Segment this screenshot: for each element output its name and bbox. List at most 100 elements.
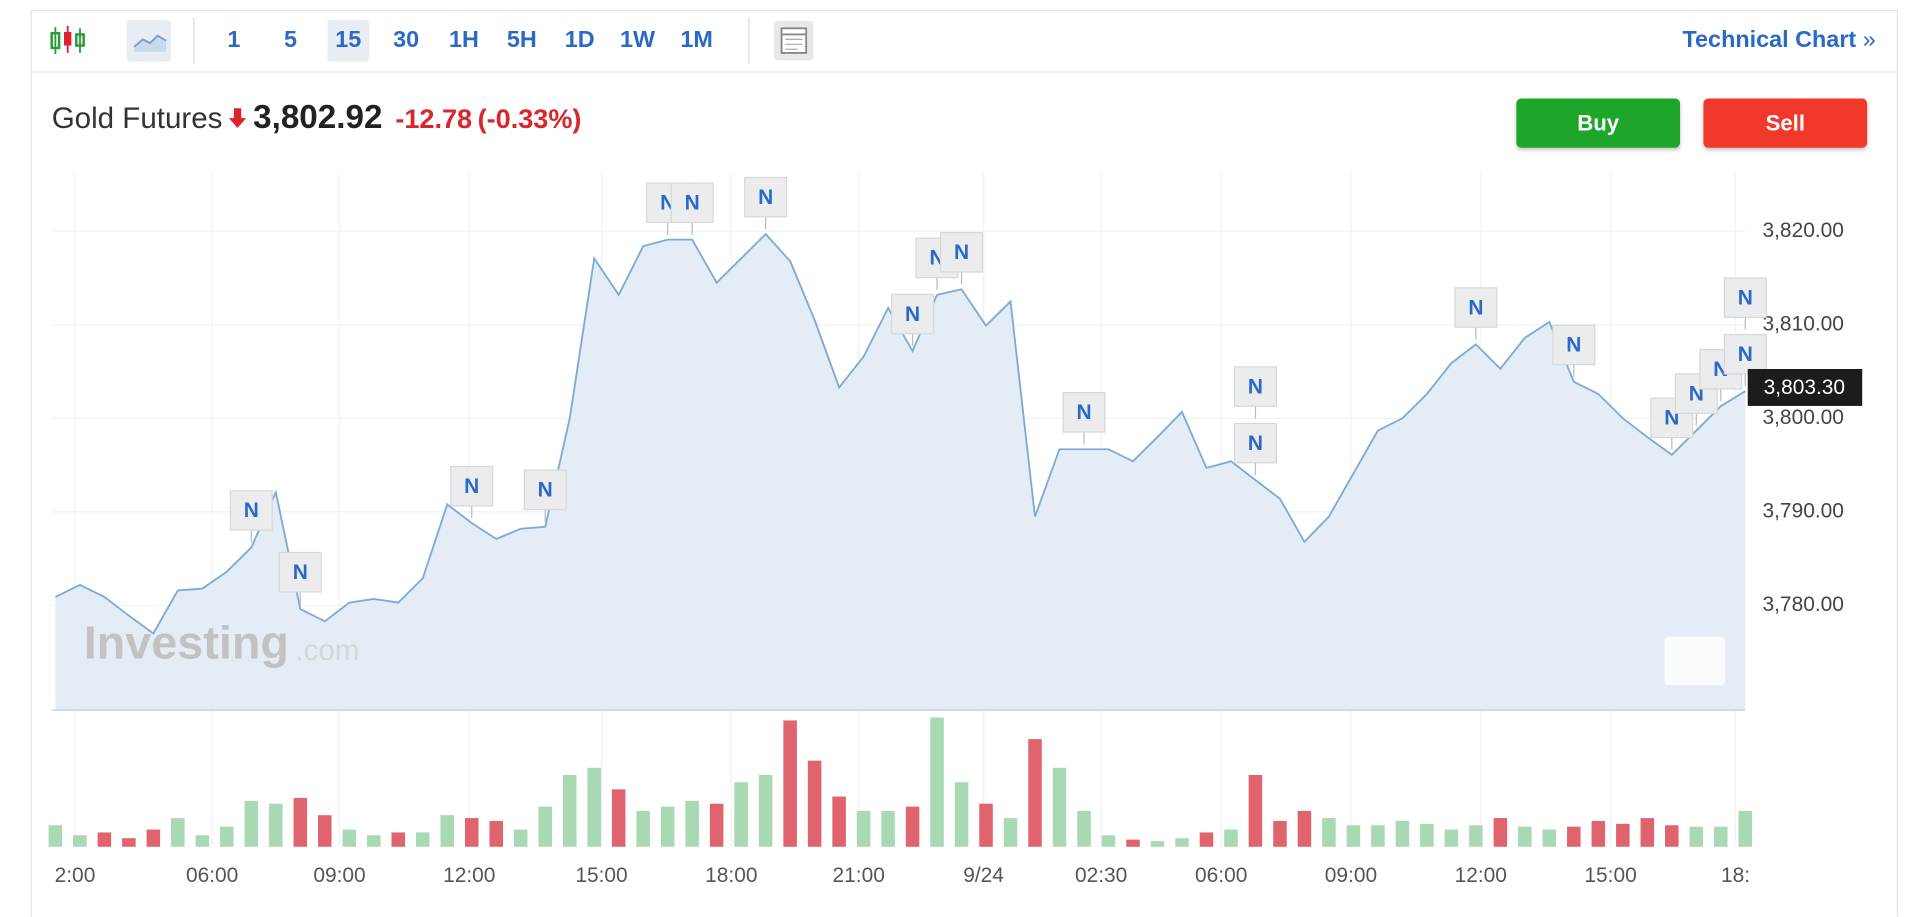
volume-bar bbox=[1003, 818, 1018, 847]
volume-bar bbox=[342, 829, 357, 847]
watermark: Investing bbox=[84, 617, 289, 669]
news-label: N bbox=[1566, 334, 1581, 357]
news-box bbox=[1233, 366, 1277, 407]
news-marker[interactable]: N bbox=[670, 182, 714, 235]
volume-bar bbox=[611, 789, 626, 847]
period-button[interactable]: 1 bbox=[227, 27, 241, 53]
news-marker[interactable]: N bbox=[1723, 333, 1767, 387]
period-button[interactable]: 30 bbox=[393, 27, 420, 53]
news-marker[interactable]: N bbox=[1723, 277, 1767, 330]
news-box bbox=[1233, 422, 1277, 464]
volume-bar bbox=[734, 782, 748, 847]
news-label: N bbox=[905, 303, 920, 326]
period-button[interactable]: 1M bbox=[680, 27, 713, 53]
x-tick-label: 09:00 bbox=[313, 864, 365, 887]
volume-bar bbox=[979, 803, 993, 847]
price-tag: 3,803.30 bbox=[1764, 376, 1845, 399]
news-marker[interactable]: N bbox=[450, 465, 494, 519]
news-marker[interactable]: N bbox=[278, 551, 322, 605]
volume-bar bbox=[1077, 810, 1091, 847]
link-arrow[interactable]: » bbox=[1862, 27, 1876, 53]
period-button[interactable]: 5 bbox=[283, 27, 297, 53]
news-marker[interactable]: N bbox=[1233, 422, 1277, 476]
period-button[interactable]: 15 bbox=[327, 19, 370, 62]
x-tick-label: 18:00 bbox=[705, 864, 757, 887]
volume-bar bbox=[1493, 818, 1508, 847]
period-button[interactable]: 1H bbox=[449, 27, 479, 53]
volume-bar bbox=[415, 832, 430, 847]
y-tick-label: 3,820.00 bbox=[1763, 219, 1844, 242]
volume-bar bbox=[1542, 829, 1557, 847]
x-tick-label: 21:00 bbox=[833, 864, 885, 887]
volume-bar bbox=[807, 760, 822, 847]
period-button[interactable]: 5H bbox=[506, 27, 537, 53]
price-change: -12.78 bbox=[395, 103, 473, 135]
volume-bar bbox=[1714, 826, 1728, 847]
news-marker[interactable]: N bbox=[1233, 366, 1277, 419]
watermark-suffix: .com bbox=[295, 634, 359, 667]
volume-bar bbox=[1395, 820, 1410, 847]
volume-bar bbox=[636, 810, 650, 847]
volume-bar bbox=[783, 720, 797, 847]
separator bbox=[193, 17, 195, 65]
technical-chart-link[interactable]: Technical Chart » bbox=[1683, 20, 1876, 62]
volume-bar bbox=[146, 829, 161, 847]
news-box bbox=[1552, 324, 1596, 366]
volume-bar bbox=[881, 810, 895, 847]
instrument-name: Gold Futures bbox=[51, 102, 223, 136]
x-tick-label: 15:00 bbox=[1584, 864, 1636, 887]
volume-bar bbox=[832, 796, 846, 847]
news-box bbox=[1723, 277, 1767, 318]
volume-bar bbox=[930, 717, 944, 847]
news-label: N bbox=[1738, 286, 1753, 309]
news-marker[interactable]: N bbox=[523, 469, 567, 522]
volume-bar bbox=[856, 810, 871, 847]
sell-button[interactable]: Sell bbox=[1703, 98, 1868, 148]
area-icon[interactable] bbox=[133, 27, 167, 54]
news-box bbox=[1062, 391, 1106, 433]
news-label: N bbox=[1248, 375, 1263, 398]
news-marker[interactable]: N bbox=[1062, 391, 1106, 445]
reset-button[interactable] bbox=[1663, 635, 1727, 687]
news-box bbox=[744, 176, 788, 218]
volume-bar bbox=[1616, 823, 1630, 847]
buy-button[interactable]: Buy bbox=[1516, 98, 1681, 148]
volume-bar bbox=[538, 806, 552, 847]
news-marker[interactable]: N bbox=[1454, 287, 1498, 340]
volume-bar bbox=[367, 835, 381, 847]
period-button[interactable]: 1D bbox=[564, 27, 595, 53]
y-tick-label: 3,800.00 bbox=[1763, 406, 1844, 429]
layout-icon[interactable] bbox=[773, 20, 815, 62]
volume-bar bbox=[954, 782, 969, 847]
volume-bar bbox=[1469, 825, 1483, 847]
volume-bar bbox=[269, 803, 283, 847]
news-marker[interactable]: N bbox=[229, 490, 273, 543]
news-marker[interactable]: N bbox=[940, 232, 984, 285]
volume-bar bbox=[489, 820, 503, 847]
volume-bar bbox=[1150, 841, 1165, 847]
y-tick-label: 3,810.00 bbox=[1763, 312, 1844, 335]
news-box bbox=[940, 232, 984, 273]
link-text[interactable]: Technical Chart bbox=[1682, 27, 1857, 53]
volume-bar bbox=[464, 818, 479, 847]
news-label: N bbox=[1076, 401, 1091, 424]
news-marker[interactable]: N bbox=[891, 293, 935, 347]
volume-bar bbox=[1028, 739, 1042, 847]
y-tick-label: 3,780.00 bbox=[1763, 593, 1844, 616]
news-marker[interactable]: N bbox=[1552, 324, 1596, 377]
candles-icon[interactable] bbox=[49, 22, 88, 59]
volume-bar bbox=[1665, 825, 1679, 847]
news-marker[interactable]: N bbox=[744, 176, 788, 230]
news-box bbox=[1454, 287, 1498, 328]
period-button[interactable]: 1W bbox=[620, 27, 656, 53]
volume-bar bbox=[171, 818, 185, 847]
volume-bar bbox=[709, 803, 724, 847]
volume-bar bbox=[1052, 767, 1067, 847]
volume-bar bbox=[1199, 832, 1214, 847]
volume-bar bbox=[1738, 810, 1753, 847]
news-label: N bbox=[1248, 432, 1263, 455]
news-box bbox=[670, 182, 714, 224]
news-box bbox=[1723, 333, 1767, 375]
volume-bar bbox=[562, 774, 577, 847]
